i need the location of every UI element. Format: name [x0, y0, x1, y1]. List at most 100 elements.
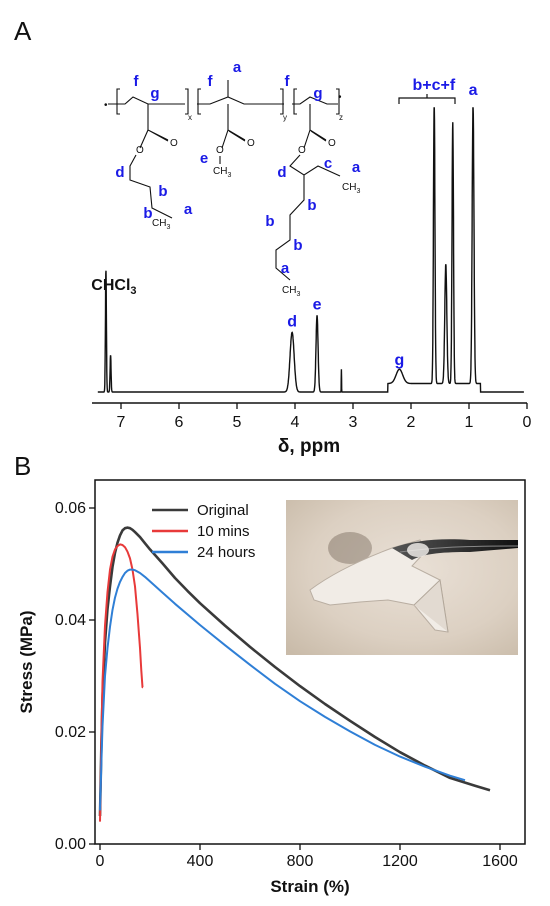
- bracket-y-left: [197, 88, 201, 115]
- methyl-group: CH3: [282, 285, 300, 298]
- legend: Original 10 mins 24 hours: [152, 502, 255, 561]
- bracket-z-right: [336, 88, 340, 115]
- series-line-24-hours: [99, 568, 466, 811]
- backbone-bond: [108, 96, 338, 105]
- structure-label-b: b: [143, 205, 152, 222]
- atom-oxygen: O: [298, 145, 306, 156]
- nmr-x-ticks: 7 6 5 4 3 2 1 0: [117, 403, 532, 431]
- polymer-structure: [108, 80, 341, 281]
- nmr-tick-label: 1: [465, 414, 474, 431]
- nmr-x-axis-title: δ, ppm: [278, 436, 340, 457]
- ch3-ch: CH: [152, 218, 166, 229]
- nmr-tick-label: 2: [407, 414, 416, 431]
- ester1-bonds: [129, 104, 173, 219]
- repeat-subscript-z: z: [339, 113, 343, 122]
- panel-label-b: B: [14, 451, 31, 481]
- tensile-y-axis-title: Stress (MPa): [17, 611, 36, 714]
- annotation-b-c-f: b+c+f: [412, 77, 455, 94]
- x-tick-label: 1200: [382, 853, 418, 870]
- atom-oxygen: O: [170, 138, 178, 149]
- repeat-subscript-y: y: [283, 113, 287, 122]
- ch3-ch: CH: [342, 182, 356, 193]
- ester2-bonds: [219, 104, 246, 164]
- nmr-tick-label: 4: [291, 414, 300, 431]
- structure-label-a: a: [281, 260, 290, 277]
- atom-oxygen: O: [136, 145, 144, 156]
- structure-label-f: f: [134, 73, 140, 90]
- annotation-d: d: [287, 313, 297, 330]
- structure-label-b: b: [265, 213, 274, 230]
- structure-label-d: d: [115, 164, 124, 181]
- ester3-bonds: [275, 104, 341, 281]
- annotation-chcl3: CHCl3: [91, 277, 136, 297]
- legend-label: 24 hours: [197, 544, 255, 561]
- structure-label-b: b: [307, 197, 316, 214]
- methyl-group: CH3: [342, 182, 360, 195]
- peak-bracket: [398, 94, 456, 104]
- chcl3-main: CHCl: [91, 277, 130, 294]
- structure-label-e: e: [200, 150, 208, 167]
- ch3-ch: CH: [282, 285, 296, 296]
- nmr-tick-label: 3: [349, 414, 358, 431]
- ch3-sub: 3: [296, 291, 300, 298]
- ch3-sub: 3: [227, 172, 231, 179]
- y-tick-label: 0.00: [55, 836, 86, 853]
- nmr-spectrum-line: [97, 107, 524, 393]
- nmr-tick-label: 0: [523, 414, 532, 431]
- structure-label-c: c: [324, 155, 332, 172]
- y-tick-label: 0.04: [55, 612, 86, 629]
- ch3-ch: CH: [213, 166, 227, 177]
- chcl3-sub: 3: [130, 285, 136, 297]
- series-line-10-mins: [99, 543, 144, 822]
- structure-label-d: d: [277, 164, 286, 181]
- atom-oxygen: O: [328, 138, 336, 149]
- atom-oxygen: O: [216, 145, 224, 156]
- bracket-z-left: [293, 88, 297, 115]
- tensile-x-axis-title: Strain (%): [270, 877, 349, 896]
- structure-label-b: b: [158, 183, 167, 200]
- y-tick-label: 0.06: [55, 500, 86, 517]
- bracket-x-left: [116, 88, 120, 115]
- bracket-y-right: [280, 88, 284, 115]
- tensile-series: [98, 526, 491, 822]
- panel-label-a: A: [14, 16, 32, 46]
- repeat-subscript-x: x: [188, 113, 192, 122]
- structure-label-f: f: [285, 73, 291, 90]
- structure-label-a: a: [233, 59, 242, 76]
- chain-end-dot: •: [104, 100, 108, 111]
- series-line-original: [98, 526, 491, 817]
- methyl-group: CH3: [213, 166, 231, 179]
- structure-label-f: f: [208, 73, 214, 90]
- x-tick-label: 1600: [482, 853, 518, 870]
- annotation-e: e: [313, 296, 322, 313]
- y-tick-label: 0.02: [55, 724, 86, 741]
- tensile-ticks: 0 400 800 1200 1600 0.00 0.02 0.04 0.06: [55, 500, 518, 870]
- nmr-tick-label: 6: [175, 414, 184, 431]
- nmr-tick-label: 7: [117, 414, 126, 431]
- structure-label-b: b: [293, 237, 302, 254]
- x-tick-label: 800: [287, 853, 314, 870]
- structure-label-g: g: [313, 85, 322, 102]
- ch3-sub: 3: [356, 188, 360, 195]
- legend-label: 10 mins: [197, 523, 250, 540]
- annotation-g: g: [395, 352, 405, 369]
- nmr-tick-label: 5: [233, 414, 242, 431]
- annotation-a: a: [469, 82, 478, 99]
- chain-end-dot: •: [338, 92, 342, 103]
- atom-oxygen: O: [247, 138, 255, 149]
- methyl-group: CH3: [152, 218, 170, 231]
- inset-photo: [286, 500, 519, 655]
- legend-label: Original: [197, 502, 249, 519]
- structure-label-g: g: [150, 85, 159, 102]
- structure-label-a: a: [352, 159, 361, 176]
- structure-label-a: a: [184, 201, 193, 218]
- bracket-x-right: [185, 88, 189, 115]
- x-tick-label: 0: [96, 853, 105, 870]
- x-tick-label: 400: [187, 853, 214, 870]
- ch3-sub: 3: [166, 224, 170, 231]
- plot-frame: [94, 479, 526, 845]
